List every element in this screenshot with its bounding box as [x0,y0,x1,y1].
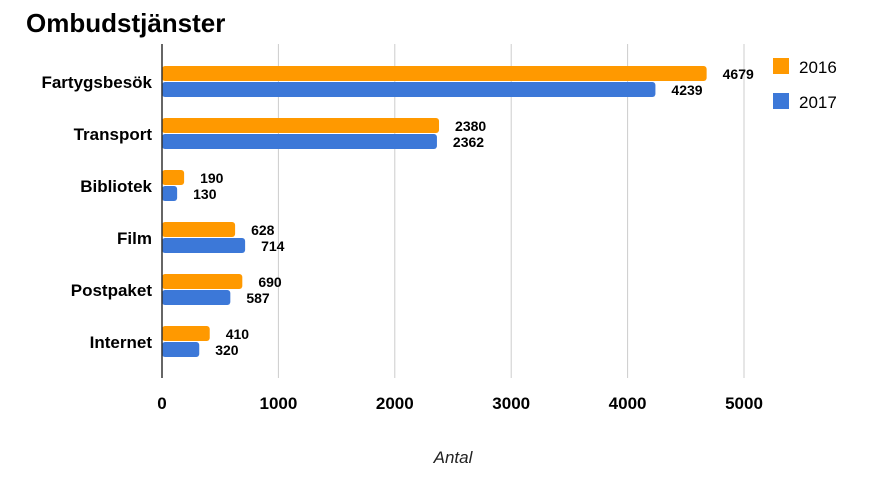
legend-label: 2017 [799,93,837,112]
data-label: 628 [251,222,275,238]
legend-swatch-2016 [773,58,789,74]
data-label: 410 [226,326,250,342]
data-label: 690 [258,274,282,290]
data-label: 2362 [453,134,484,150]
category-label: Postpaket [71,281,153,300]
bar-2016 [162,118,440,133]
x-tick-label: 3000 [492,394,530,413]
category-label: Fartygsbesök [41,73,152,92]
x-tick-label: 5000 [725,394,763,413]
bar-2016 [162,170,185,185]
category-labels: Fartygsbesök Transport Bibliotek Film Postpa… [41,73,152,352]
chart-title: Ombudstjänster [26,8,225,38]
bar-2017 [162,342,200,357]
bar-2017 [162,290,231,305]
category-label: Internet [90,333,153,352]
x-axis-label: Antal [433,448,474,467]
bar-2017 [162,238,246,253]
data-label: 587 [246,290,270,306]
legend: 2016 2017 [773,58,837,112]
category-label: Transport [74,125,153,144]
gridlines [277,44,745,378]
x-tick-label: 4000 [609,394,647,413]
bar-2016 [162,326,210,341]
data-label: 4239 [671,82,702,98]
bar-2016 [162,222,236,237]
bar-2016 [162,66,707,81]
bar-2017 [162,134,437,149]
x-tick-label: 1000 [259,394,297,413]
x-tick-labels: 0 1000 2000 3000 4000 5000 [157,394,763,413]
data-label: 714 [261,238,285,254]
bar-2017 [162,82,656,97]
data-label: 2380 [455,118,486,134]
data-label: 190 [200,170,224,186]
x-tick-label: 2000 [376,394,414,413]
x-tick-label: 0 [157,394,166,413]
bar-2016 [162,274,243,289]
data-label: 4679 [723,66,754,82]
category-label: Film [117,229,152,248]
legend-swatch-2017 [773,93,789,109]
data-label: 130 [193,186,217,202]
bar-2017 [162,186,178,201]
legend-label: 2016 [799,58,837,77]
data-label: 320 [215,342,239,358]
category-label: Bibliotek [80,177,152,196]
